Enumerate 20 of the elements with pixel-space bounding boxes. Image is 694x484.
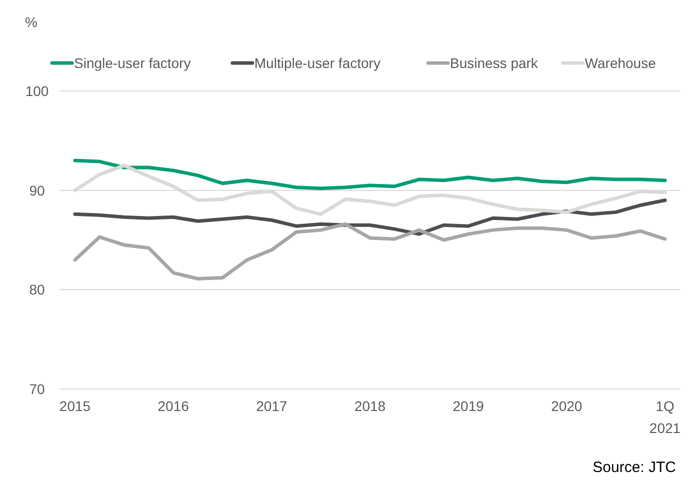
y-tick-label: 80 (29, 282, 45, 298)
y-axis-title: % (25, 14, 38, 30)
line-series (73, 198, 667, 236)
source-note: Source: JTC (592, 459, 676, 476)
x-tick-label: 2017 (256, 398, 288, 414)
x-tick-label: 1Q 2021 (649, 398, 681, 436)
x-tick-label: 2018 (354, 398, 386, 414)
y-tick-label: 70 (29, 381, 45, 397)
x-tick-label: 2019 (452, 398, 484, 414)
legend-label: Warehouse (584, 55, 656, 71)
legend-label: Business park (450, 55, 539, 71)
x-tick-label: 2016 (158, 398, 190, 414)
x-tick-label: 2020 (551, 398, 582, 414)
line-series (73, 158, 667, 190)
y-tick-label: 90 (29, 182, 45, 198)
y-tick-label: 100 (25, 83, 49, 99)
x-tick-label: 2015 (59, 398, 91, 414)
legend-label: Single-user factory (74, 55, 191, 71)
line-series (73, 222, 667, 280)
legend-label: Multiple-user factory (254, 55, 380, 71)
